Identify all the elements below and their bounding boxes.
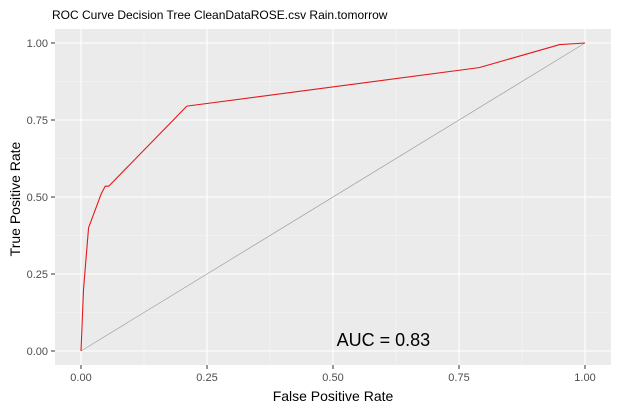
series-layer [80,42,586,352]
y-axis-title: True Positive Rate [7,141,23,256]
y-tick-label: 0.00 [27,346,48,358]
x-tick-label: 1.00 [574,372,595,384]
y-tick-label: 1.00 [27,38,48,50]
auc-annotation: AUC = 0.83 [337,330,431,350]
y-tick-label: 0.25 [27,269,48,281]
y-tick-label: 0.50 [27,192,48,204]
x-tick-label: 0.00 [70,372,91,384]
diagonal-reference-line [80,42,586,352]
tick-labels: 0.00 0.25 0.50 0.75 1.00 0.00 0.25 0.50 0.75 1.00 [27,38,596,384]
x-axis-title: False Positive Rate [273,388,394,404]
annotations: AUC = 0.83 [337,330,431,350]
x-tick-label: 0.75 [448,372,469,384]
roc-curve-line [80,42,586,352]
axis-ticks [51,42,586,369]
y-tick-label: 0.75 [27,115,48,127]
x-tick-label: 0.25 [196,372,217,384]
x-tick-label: 0.50 [322,372,343,384]
chart-title: ROC Curve Decision Tree CleanDataROSE.cs… [52,8,388,22]
